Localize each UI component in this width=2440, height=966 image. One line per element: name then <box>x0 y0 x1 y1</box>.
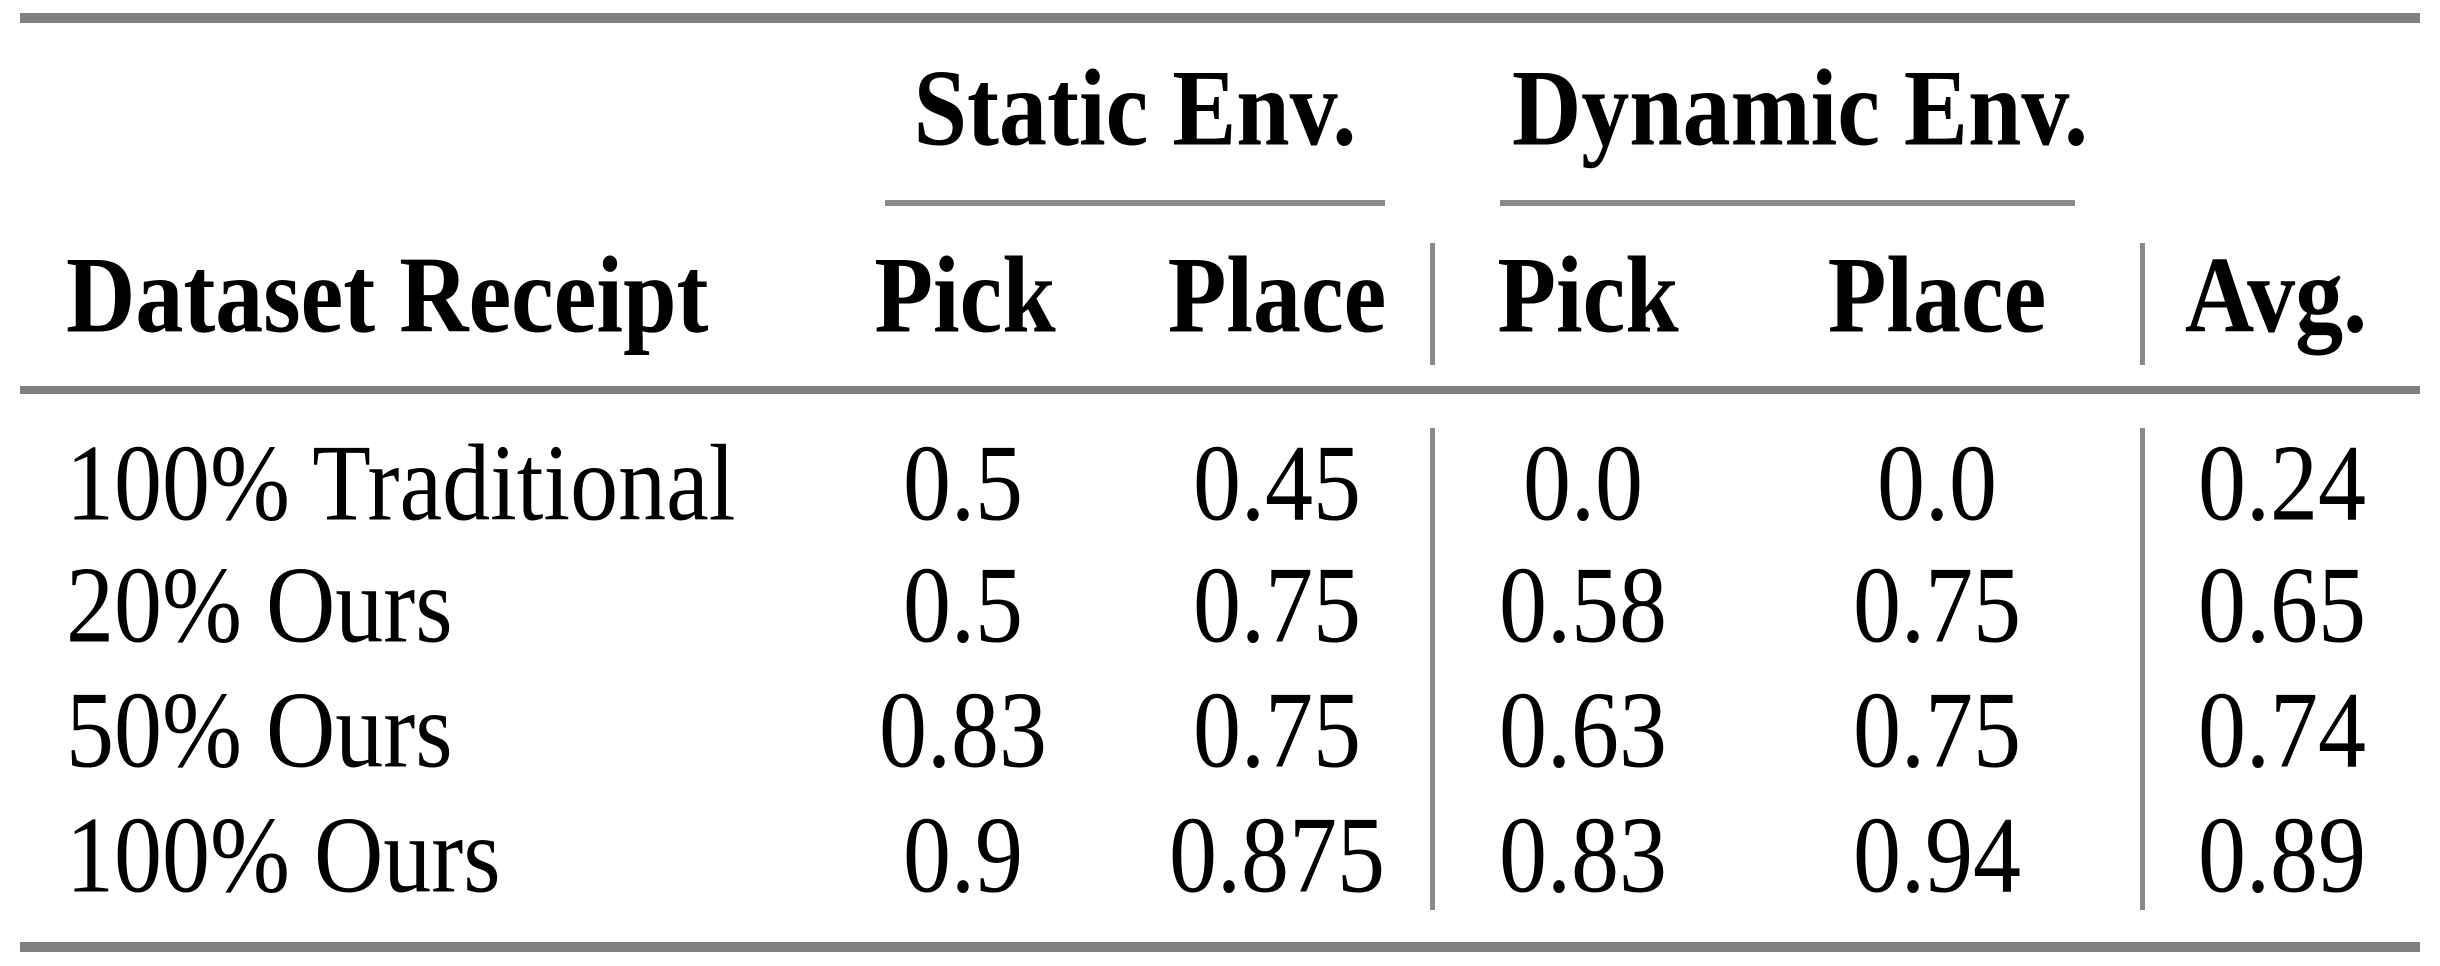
row2-dynamic-pick-value: 0.63 <box>1499 668 1667 791</box>
group-header-static-env: Static Env. <box>913 46 1357 169</box>
row0-dynamic-place-value: 0.0 <box>1877 421 1997 544</box>
column-header-dynamic-place: Place <box>1827 233 2047 356</box>
row0-static-pick-value: 0.5 <box>903 421 1023 544</box>
row2-label: 50% Ours <box>66 668 453 791</box>
row1-static-place-value: 0.75 <box>1193 543 1361 666</box>
row0-static-place-value: 0.45 <box>1193 421 1361 544</box>
top-rule <box>20 13 2420 23</box>
row0-label: 100% Traditional <box>66 421 736 544</box>
row2-dynamic-place-value: 0.75 <box>1853 668 2021 791</box>
row3-dynamic-place-value: 0.94 <box>1853 793 2021 916</box>
row1-label: 20% Ours <box>66 543 453 666</box>
group-header-dynamic-env: Dynamic Env. <box>1511 46 2089 169</box>
row3-static-place-value: 0.875 <box>1169 793 1385 916</box>
row2-avg-value: 0.74 <box>2198 668 2366 791</box>
static-dynamic-divider-header <box>1430 243 1435 365</box>
row0-avg-value: 0.24 <box>2198 421 2366 544</box>
row3-label: 100% Ours <box>66 793 501 916</box>
dynamic-env-underline-rule <box>1500 200 2075 206</box>
column-header-avg: Avg. <box>2184 233 2368 356</box>
row1-dynamic-place-value: 0.75 <box>1853 543 2021 666</box>
row1-avg-value: 0.65 <box>2198 543 2366 666</box>
row1-static-pick-value: 0.5 <box>903 543 1023 666</box>
row3-dynamic-pick-value: 0.83 <box>1499 793 1667 916</box>
dynamic-avg-divider-header <box>2140 243 2145 365</box>
row3-avg-value: 0.89 <box>2198 793 2366 916</box>
column-header-dataset-receipt: Dataset Receipt <box>66 233 709 356</box>
row0-dynamic-pick-value: 0.0 <box>1523 421 1643 544</box>
bottom-rule <box>20 942 2420 952</box>
static-env-underline-rule <box>885 200 1385 206</box>
column-header-dynamic-pick: Pick <box>1497 233 1679 356</box>
column-header-static-pick: Pick <box>874 233 1056 356</box>
row2-static-pick-value: 0.83 <box>879 668 1047 791</box>
row1-dynamic-pick-value: 0.58 <box>1499 543 1667 666</box>
row2-static-place-value: 0.75 <box>1193 668 1361 791</box>
header-body-divider-rule <box>20 386 2420 394</box>
static-dynamic-divider-body <box>1430 428 1435 910</box>
row3-static-pick-value: 0.9 <box>903 793 1023 916</box>
dynamic-avg-divider-body <box>2140 428 2145 910</box>
column-header-static-place: Place <box>1167 233 1387 356</box>
